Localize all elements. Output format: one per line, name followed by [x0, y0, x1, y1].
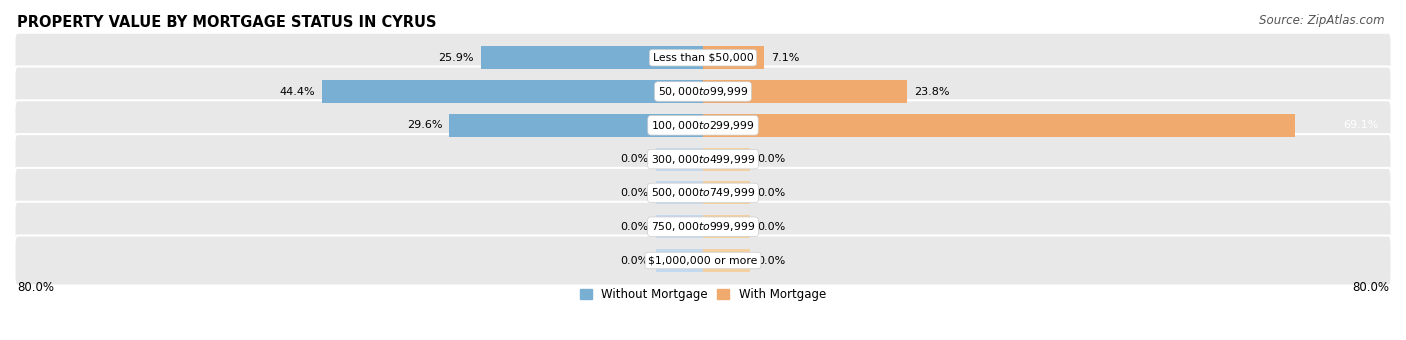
Text: 0.0%: 0.0%	[620, 256, 650, 266]
Bar	[655, 249, 703, 272]
FancyBboxPatch shape	[14, 168, 1392, 218]
Text: 0.0%: 0.0%	[756, 154, 786, 164]
Text: PROPERTY VALUE BY MORTGAGE STATUS IN CYRUS: PROPERTY VALUE BY MORTGAGE STATUS IN CYR…	[17, 15, 436, 30]
Text: 0.0%: 0.0%	[620, 154, 650, 164]
Text: $50,000 to $99,999: $50,000 to $99,999	[658, 85, 748, 98]
Text: 44.4%: 44.4%	[280, 86, 315, 97]
Bar	[655, 182, 703, 204]
Text: Source: ZipAtlas.com: Source: ZipAtlas.com	[1260, 14, 1385, 27]
FancyBboxPatch shape	[14, 236, 1392, 286]
Bar	[703, 148, 751, 171]
Text: 0.0%: 0.0%	[620, 188, 650, 198]
FancyBboxPatch shape	[14, 33, 1392, 83]
Bar	[703, 114, 1295, 137]
Bar	[703, 80, 907, 103]
Legend: Without Mortgage, With Mortgage: Without Mortgage, With Mortgage	[575, 284, 831, 306]
Text: $750,000 to $999,999: $750,000 to $999,999	[651, 220, 755, 233]
Bar	[655, 148, 703, 171]
Text: 80.0%: 80.0%	[1353, 282, 1389, 294]
Text: 25.9%: 25.9%	[439, 53, 474, 63]
FancyBboxPatch shape	[14, 100, 1392, 150]
Text: 7.1%: 7.1%	[770, 53, 799, 63]
Bar	[449, 114, 703, 137]
Text: $500,000 to $749,999: $500,000 to $749,999	[651, 186, 755, 200]
FancyBboxPatch shape	[14, 202, 1392, 252]
Text: 0.0%: 0.0%	[756, 188, 786, 198]
Bar	[703, 215, 751, 238]
Text: $100,000 to $299,999: $100,000 to $299,999	[651, 119, 755, 132]
Text: 80.0%: 80.0%	[17, 282, 53, 294]
Text: 69.1%: 69.1%	[1343, 120, 1379, 130]
Text: $1,000,000 or more: $1,000,000 or more	[648, 256, 758, 266]
Bar	[703, 46, 763, 69]
FancyBboxPatch shape	[14, 134, 1392, 184]
Bar	[481, 46, 703, 69]
FancyBboxPatch shape	[14, 67, 1392, 117]
Text: 29.6%: 29.6%	[406, 120, 443, 130]
Bar	[655, 215, 703, 238]
Text: 23.8%: 23.8%	[914, 86, 949, 97]
Bar	[703, 182, 751, 204]
Text: 0.0%: 0.0%	[756, 222, 786, 232]
Bar	[322, 80, 703, 103]
Text: 0.0%: 0.0%	[756, 256, 786, 266]
Bar	[703, 249, 751, 272]
Text: $300,000 to $499,999: $300,000 to $499,999	[651, 153, 755, 166]
Text: Less than $50,000: Less than $50,000	[652, 53, 754, 63]
Text: 0.0%: 0.0%	[620, 222, 650, 232]
